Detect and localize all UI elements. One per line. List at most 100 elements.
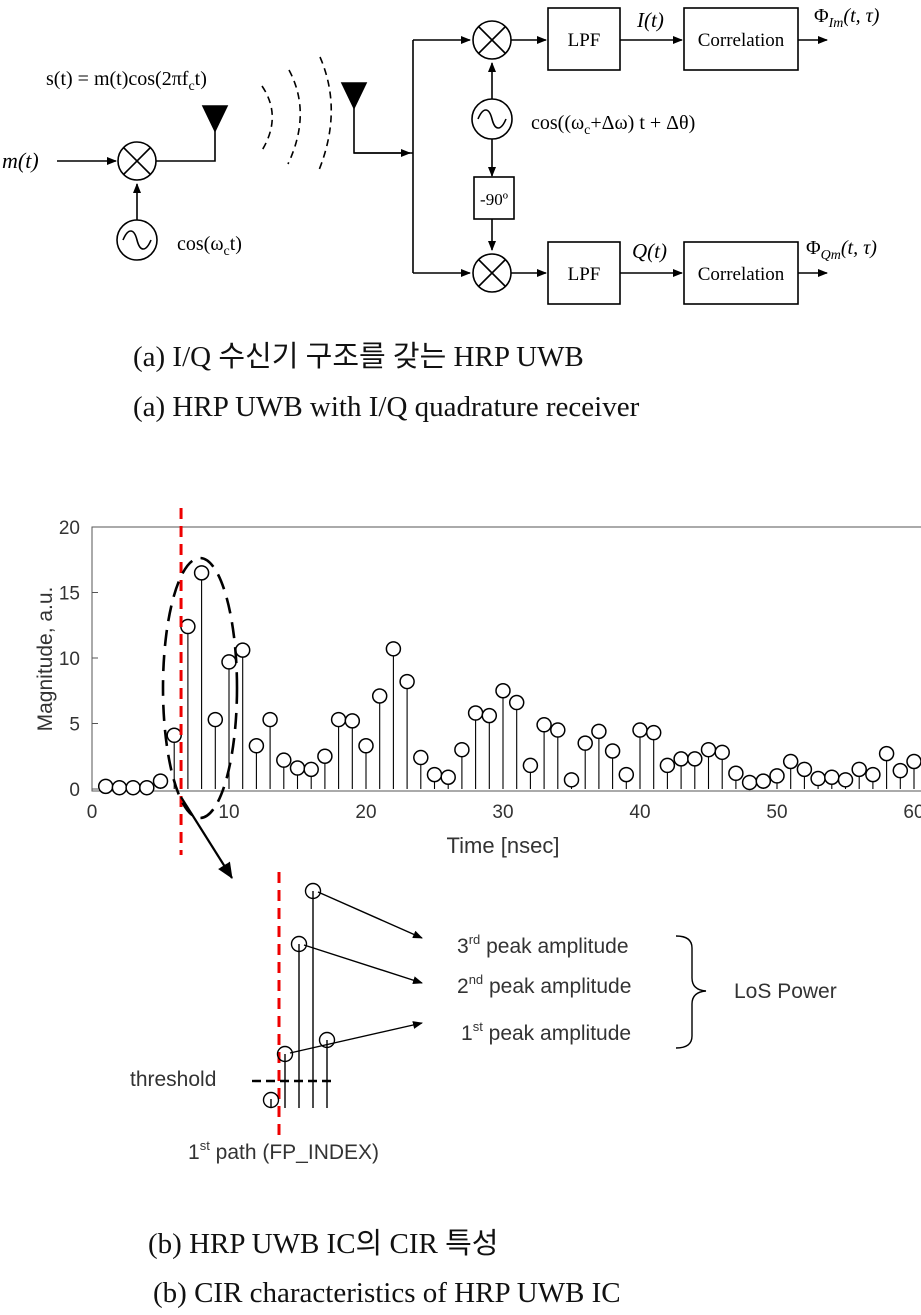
y-tick-label: 5 — [69, 715, 80, 736]
stem-marker — [632, 722, 648, 738]
out-bottom-label: ΦQm(t, τ) — [806, 237, 877, 263]
x-tick-label: 10 — [218, 802, 239, 823]
rx-oscillator — [471, 98, 513, 140]
stem-marker — [700, 741, 717, 758]
phase-shift-label: -90º — [480, 190, 508, 209]
x-tick-label: 20 — [355, 802, 376, 823]
stem-marker — [289, 760, 306, 776]
tx-mixer — [117, 141, 157, 181]
stem-marker — [193, 565, 210, 581]
corr-top-box — [683, 7, 799, 71]
stem-marker — [906, 753, 921, 770]
stem-marker — [741, 774, 758, 791]
stem-marker — [221, 654, 237, 670]
zoom-stem-pre — [262, 1091, 280, 1109]
wave-3 — [318, 56, 332, 171]
stem-marker — [563, 772, 580, 788]
lpf-top-box — [547, 7, 621, 71]
stem-marker — [659, 757, 676, 774]
peak-2-label: 2nd peak amplitude — [457, 972, 631, 998]
stem-marker — [782, 753, 799, 770]
y-tick-label: 0 — [69, 780, 80, 801]
stem-marker — [755, 773, 772, 789]
cir-chart: 0 10 20 30 40 50 60 0 5 10 15 20 Time [nsec] Magnit… — [34, 508, 921, 879]
stem-marker — [878, 745, 895, 762]
zoom-stem-3rd — [304, 882, 322, 900]
zoom-detail — [252, 872, 707, 1138]
y-tick-label: 20 — [59, 518, 80, 539]
chart-ticks: 0 10 20 30 40 50 60 0 5 10 15 20 — [59, 518, 921, 823]
stem-marker — [139, 779, 155, 796]
x-tick-label: 40 — [629, 802, 650, 823]
caption-b-ko: (b) HRP UWB IC의 CIR 특성 — [148, 1228, 498, 1260]
arrow-3rd — [317, 891, 423, 939]
stem-marker — [522, 757, 539, 774]
stem-marker — [591, 723, 607, 740]
stem-marker — [413, 749, 429, 766]
tx-osc-label: cos(ωct) — [177, 233, 242, 259]
stem-marker — [234, 642, 251, 658]
corr-top-label: Correlation — [698, 30, 785, 51]
plot-frame — [91, 526, 921, 792]
stem-marker — [207, 711, 224, 728]
y-tick-label: 15 — [59, 584, 80, 605]
stem-marker — [892, 762, 909, 779]
stem-marker — [837, 772, 854, 788]
peak-1-label: 1st peak amplitude — [461, 1019, 631, 1045]
zoom-stem-1st — [318, 1031, 336, 1049]
stem-marker — [728, 765, 744, 782]
stem-marker — [344, 713, 361, 729]
stem-marker — [166, 727, 182, 744]
stem-marker — [824, 769, 840, 785]
stem-marker — [248, 738, 265, 754]
rx-mixer-i — [472, 20, 512, 60]
arrow-2nd — [303, 944, 423, 985]
stem-marker — [371, 688, 388, 704]
x-tick-label: 30 — [492, 802, 513, 823]
stem-marker — [536, 717, 552, 733]
y-axis-label: Magnitude, a.u. — [34, 587, 57, 732]
phase-shift-box — [473, 176, 515, 220]
input-label: m(t) — [2, 148, 39, 173]
rx-osc-label: cos((ωc+Δω) t + Δθ) — [531, 112, 695, 138]
stem-marker — [399, 673, 415, 690]
x-tick-label: 60 — [903, 802, 921, 823]
stem-marker — [618, 766, 635, 783]
stem-marker — [330, 711, 347, 728]
stem-marker — [508, 694, 525, 711]
stem-marker — [111, 779, 128, 796]
stem-marker — [125, 779, 141, 796]
stem-marker — [851, 761, 867, 778]
stem-marker — [687, 751, 703, 767]
rx-line — [353, 108, 413, 154]
stem-marker — [769, 768, 785, 784]
caption-a-ko: (a) I/Q 수신기 구조를 갖는 HRP UWB — [133, 341, 584, 373]
stem-marker — [673, 751, 689, 767]
peak-3-label: 3rd peak amplitude — [457, 932, 629, 958]
zoom-stem-first-path — [276, 1045, 294, 1063]
los-power-label: LoS Power — [734, 980, 837, 1003]
stem-marker — [467, 705, 484, 721]
stem-marker — [604, 743, 621, 759]
stem-marker — [385, 641, 402, 657]
stem-marker — [865, 766, 881, 783]
transmit-signal-label: s(t) = m(t)cos(2πfct) — [46, 68, 207, 94]
stem-marker — [495, 683, 511, 699]
q-label: Q(t) — [632, 239, 667, 263]
stem-marker — [97, 778, 114, 795]
stem-marker — [550, 722, 566, 738]
corr-bottom-label: Correlation — [698, 264, 785, 285]
stem-marker — [454, 741, 470, 758]
stem-marker — [810, 770, 826, 787]
stem-marker — [358, 738, 374, 754]
lpf-bottom-label: LPF — [568, 264, 601, 285]
stem-marker — [796, 761, 813, 778]
chart-stems — [97, 565, 921, 796]
stem-marker — [276, 752, 292, 768]
x-tick-label: 0 — [87, 802, 98, 823]
stem-marker — [481, 707, 498, 724]
stem-marker — [440, 769, 456, 785]
stem-marker — [317, 748, 333, 764]
lpf-top-label: LPF — [568, 30, 601, 51]
